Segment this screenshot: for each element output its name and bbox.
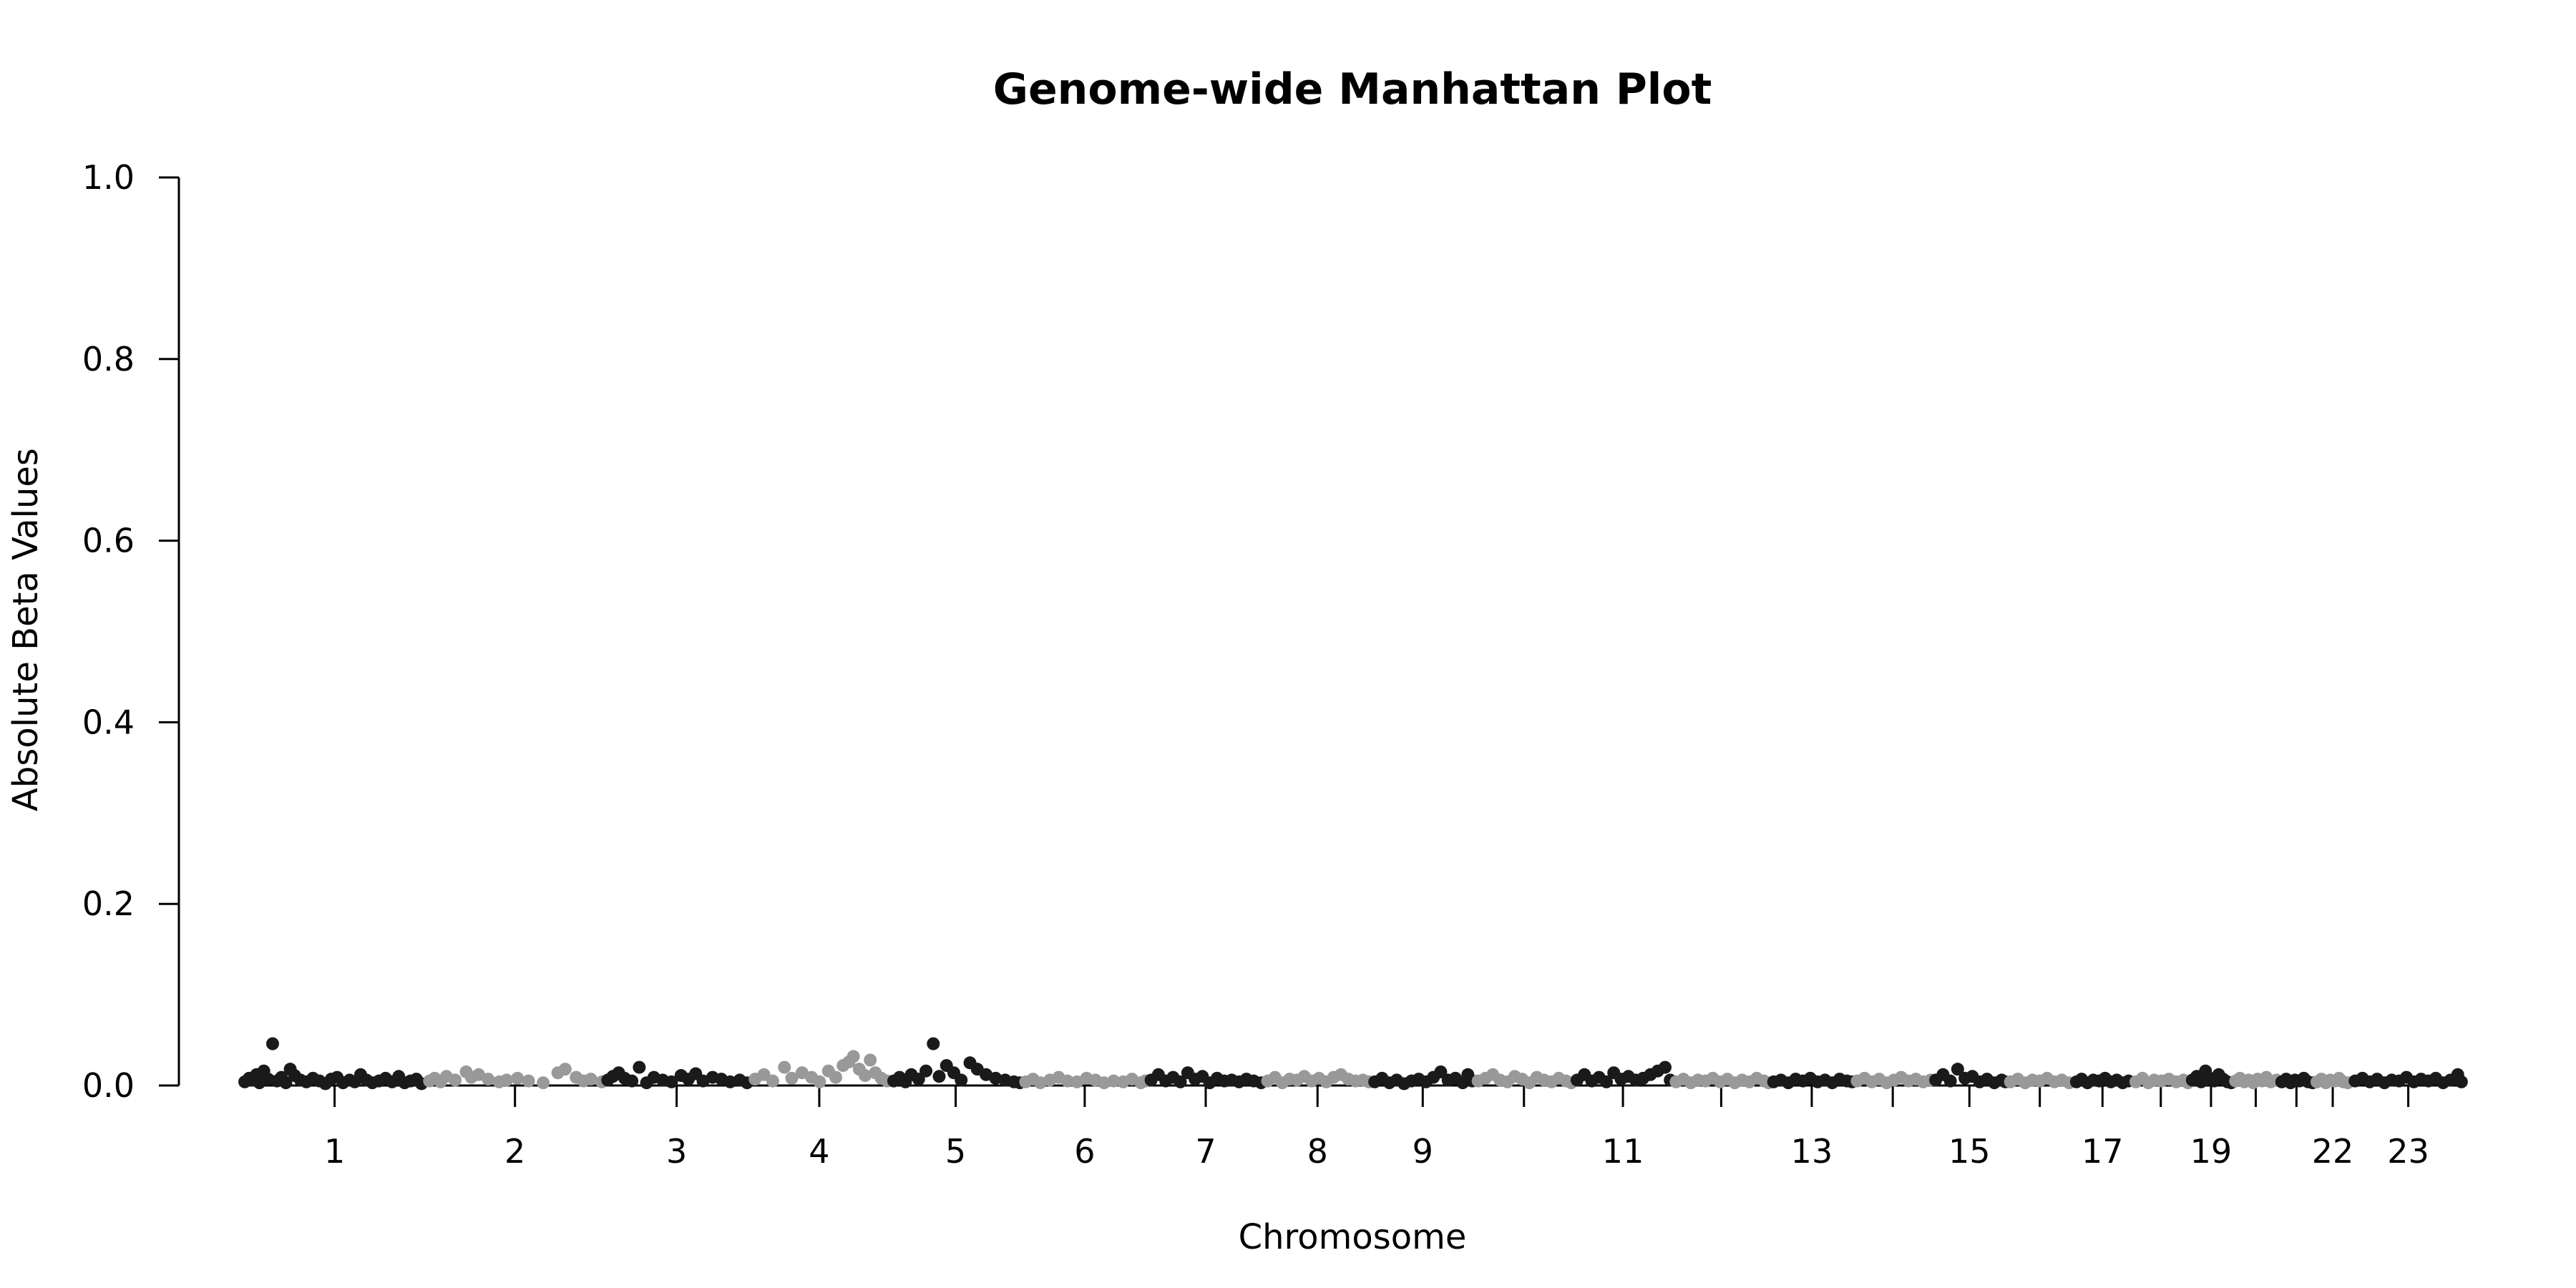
data-point bbox=[829, 1070, 842, 1084]
data-point bbox=[778, 1060, 791, 1074]
x-tick-label-chr-4: 4 bbox=[809, 1132, 829, 1171]
x-tick-label-chr-5: 5 bbox=[945, 1132, 966, 1171]
data-point bbox=[1098, 1076, 1111, 1090]
data-point bbox=[2454, 1075, 2468, 1088]
data-point bbox=[1174, 1075, 1187, 1088]
data-point bbox=[1600, 1075, 1614, 1088]
x-tick-label-chr-23: 23 bbox=[2387, 1132, 2429, 1171]
y-axis: 0.0 0.2 0.4 0.6 0.8 1.0 bbox=[82, 158, 180, 1105]
y-tick-label: 0.6 bbox=[82, 522, 135, 560]
data-point bbox=[955, 1073, 968, 1087]
y-axis-label: Absolute Beta Values bbox=[6, 448, 46, 811]
x-tick-label-chr-19: 19 bbox=[2190, 1132, 2233, 1171]
data-point bbox=[633, 1060, 646, 1074]
data-point bbox=[932, 1070, 946, 1083]
data-point bbox=[847, 1050, 860, 1063]
data-point bbox=[499, 1073, 513, 1087]
data-point bbox=[449, 1073, 462, 1087]
data-point bbox=[511, 1071, 525, 1085]
x-tick-label-chr-7: 7 bbox=[1195, 1132, 1216, 1171]
data-point bbox=[1951, 1063, 1964, 1076]
data-point bbox=[482, 1073, 495, 1086]
x-tick-label-chr-22: 22 bbox=[2312, 1132, 2354, 1171]
data-point bbox=[1943, 1074, 1957, 1088]
data-point bbox=[1658, 1060, 1672, 1074]
data-point bbox=[1060, 1074, 1074, 1088]
data-point bbox=[625, 1074, 639, 1088]
x-tick-label-chr-13: 13 bbox=[1791, 1132, 1833, 1171]
data-point bbox=[919, 1064, 933, 1078]
y-tick-label: 1.0 bbox=[82, 158, 135, 197]
chart-title: Genome-wide Manhattan Plot bbox=[993, 64, 1712, 114]
data-point bbox=[584, 1073, 597, 1086]
data-point bbox=[766, 1074, 779, 1088]
data-point bbox=[537, 1076, 550, 1090]
x-tick-label-chr-1: 1 bbox=[324, 1132, 345, 1171]
x-tick-label-chr-17: 17 bbox=[2082, 1132, 2124, 1171]
data-point bbox=[795, 1066, 809, 1080]
data-point bbox=[813, 1075, 826, 1088]
data-point bbox=[472, 1068, 485, 1081]
y-tick-label: 0.2 bbox=[82, 884, 135, 923]
data-point bbox=[279, 1076, 293, 1090]
x-tick-label-chr-15: 15 bbox=[1948, 1132, 1991, 1171]
data-point bbox=[1107, 1074, 1121, 1088]
data-point bbox=[558, 1063, 572, 1076]
data-point bbox=[864, 1053, 877, 1067]
x-tick-label-chr-8: 8 bbox=[1307, 1132, 1328, 1171]
x-axis: 1 2 3 4 5 6 7 8 9 11 13 15 17 19 22 23 bbox=[243, 1084, 2465, 1171]
data-point bbox=[665, 1075, 678, 1088]
data-point bbox=[522, 1074, 535, 1088]
x-tick-label-chr-2: 2 bbox=[504, 1132, 525, 1171]
x-tick-label-chr-11: 11 bbox=[1602, 1132, 1644, 1171]
x-tick-label-chr-3: 3 bbox=[666, 1132, 687, 1171]
y-tick-label: 0.4 bbox=[82, 703, 135, 741]
data-point bbox=[858, 1069, 872, 1083]
data-point bbox=[265, 1037, 279, 1050]
data-points bbox=[238, 1037, 2468, 1091]
y-tick-label: 0.8 bbox=[82, 340, 135, 379]
x-tick-label-chr-6: 6 bbox=[1074, 1132, 1095, 1171]
x-tick-label-chr-9: 9 bbox=[1413, 1132, 1433, 1171]
data-point bbox=[723, 1075, 737, 1088]
x-axis-label: Chromosome bbox=[1239, 1217, 1467, 1257]
data-point bbox=[989, 1071, 1002, 1085]
y-tick-label: 0.0 bbox=[82, 1066, 135, 1105]
data-point bbox=[785, 1071, 799, 1085]
data-point bbox=[927, 1037, 940, 1050]
